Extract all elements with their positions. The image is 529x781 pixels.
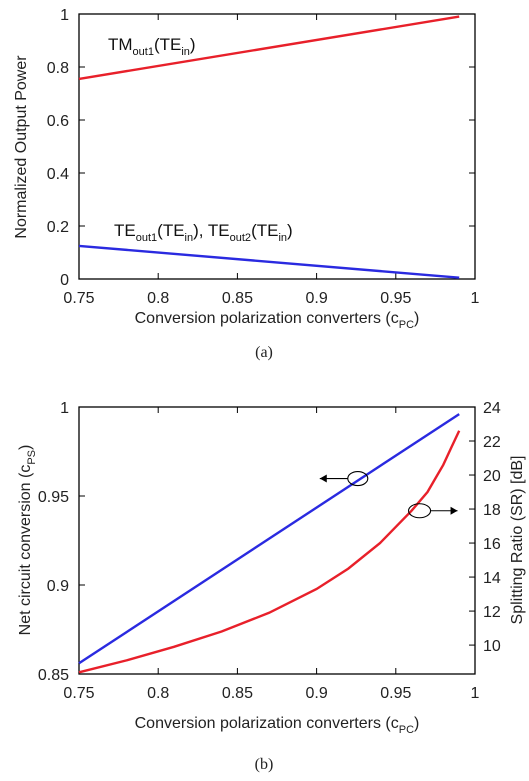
subfigure-caption: (a) [255, 344, 273, 361]
y2-tick-label: 16 [483, 536, 501, 553]
series-label-0: TMout1(TEin) [108, 35, 196, 58]
x-axis-title: Conversion polarization converters (cPC) [135, 310, 420, 331]
ellipse-marker-left [347, 471, 369, 487]
y2-axis-title: Splitting Ratio (SR) [dB] [509, 456, 526, 625]
y2-tick-label: 20 [483, 468, 501, 485]
y-tick-label: 0.2 [47, 219, 69, 236]
y-axis-title: Normalized Output Power [13, 55, 30, 239]
chart-a: 0.75 0.8 0.85 0.9 0.95 1 0 0.2 0.4 0.6 0.8 1 TMout1(… [13, 7, 480, 361]
y-tick-label: 0.4 [47, 166, 69, 183]
arrow-left-icon [319, 474, 327, 483]
y2-tick-label: 10 [483, 638, 501, 655]
x-tick-label: 0.95 [380, 685, 411, 702]
series-line-1 [78, 430, 461, 674]
x-tick-label: 0.85 [222, 290, 253, 307]
y-tick-label: 0.8 [47, 60, 69, 77]
x-tick-label: 0.85 [222, 685, 253, 702]
x-tick-label: 0.9 [305, 685, 327, 702]
y-tick-label: 0.95 [38, 489, 69, 506]
x-tick-label: 0.95 [380, 290, 411, 307]
arrow-right-icon [450, 506, 458, 515]
y-tick-label: 1 [60, 7, 69, 24]
y2-tick-label: 22 [483, 434, 501, 451]
subfigure-caption: (b) [255, 756, 274, 773]
x-tick-label: 0.8 [147, 290, 169, 307]
x-tick-label: 1 [471, 685, 480, 702]
y2-tick-label: 18 [483, 502, 501, 519]
x-tick-label: 1 [471, 290, 480, 307]
y-tick-label: 0.85 [38, 667, 69, 684]
y-tick-label: 1 [60, 400, 69, 417]
x-tick-label: 0.75 [63, 685, 94, 702]
series-line-1 [78, 244, 460, 279]
chart-b: 0.75 0.8 0.85 0.9 0.95 1 0.85 0.9 0.95 1 10 12 14 16 1… [17, 400, 526, 773]
x-tick-label: 0.9 [305, 290, 327, 307]
x-tick-label: 0.8 [147, 685, 169, 702]
series-line-0 [78, 15, 460, 81]
x-tick-label: 0.75 [63, 290, 94, 307]
y-axis-title: Net circuit conversion (cPS) [17, 445, 38, 636]
y-tick-label: 0.9 [47, 578, 69, 595]
y-tick-label: 0.6 [47, 113, 69, 130]
y2-tick-label: 12 [483, 604, 501, 621]
series-label-1: TEout1(TEin), TEout2(TEin) [114, 221, 293, 244]
y2-tick-label: 24 [483, 400, 501, 417]
series-line-0 [78, 413, 460, 665]
plot-frame [78, 13, 476, 280]
y2-tick-label: 14 [483, 570, 501, 587]
plot-frame [78, 406, 476, 675]
y-tick-label: 0 [60, 272, 69, 289]
x-axis-title: Conversion polarization converters (cPC) [135, 715, 420, 736]
